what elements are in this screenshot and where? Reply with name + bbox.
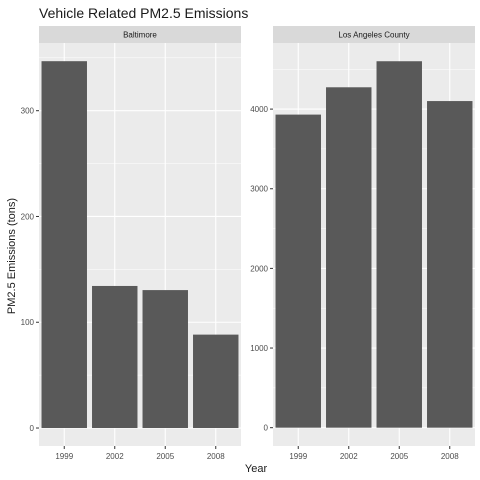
x-tick-label: 2002 — [106, 452, 124, 461]
x-axis-title: Year — [245, 463, 268, 475]
y-tick-label: 4000 — [250, 105, 268, 114]
y-tick-label: 3000 — [250, 185, 268, 194]
y-tick-label: 1000 — [250, 344, 268, 353]
strip-label: Los Angeles County — [338, 31, 409, 40]
x-tick-label: 2002 — [340, 452, 358, 461]
bar — [427, 101, 473, 428]
y-tick-label: 300 — [21, 107, 35, 116]
y-tick-label: 100 — [21, 318, 35, 327]
x-tick-label: 1999 — [55, 452, 73, 461]
x-tick-label: 2005 — [156, 452, 174, 461]
bar — [193, 334, 239, 429]
bar — [92, 285, 138, 429]
bar — [142, 290, 188, 429]
x-tick-label: 2008 — [207, 452, 225, 461]
bar — [376, 61, 422, 428]
chart-title: Vehicle Related PM2.5 Emissions — [39, 5, 248, 21]
x-tick-label: 2005 — [390, 452, 408, 461]
y-axis-title: PM2.5 Emissions (tons) — [6, 198, 18, 314]
bar — [275, 114, 321, 428]
y-tick-label: 2000 — [250, 264, 268, 273]
facet-panel: Baltimore 0 100 200 300 1999 2002 2005 2008 — [21, 26, 241, 461]
bar — [41, 61, 87, 429]
facet-panel: Los Angeles County 0 1000 2000 3000 4000 1999 2… — [250, 26, 475, 461]
y-tick-label: 200 — [21, 212, 35, 221]
strip-label: Baltimore — [123, 31, 157, 40]
x-tick-label: 1999 — [289, 452, 307, 461]
x-tick-label: 2008 — [441, 452, 459, 461]
bar — [326, 87, 372, 428]
strip-background — [39, 26, 241, 43]
y-tick-label: 0 — [264, 424, 269, 433]
y-tick-label: 0 — [30, 424, 35, 433]
strip-background — [273, 26, 475, 43]
